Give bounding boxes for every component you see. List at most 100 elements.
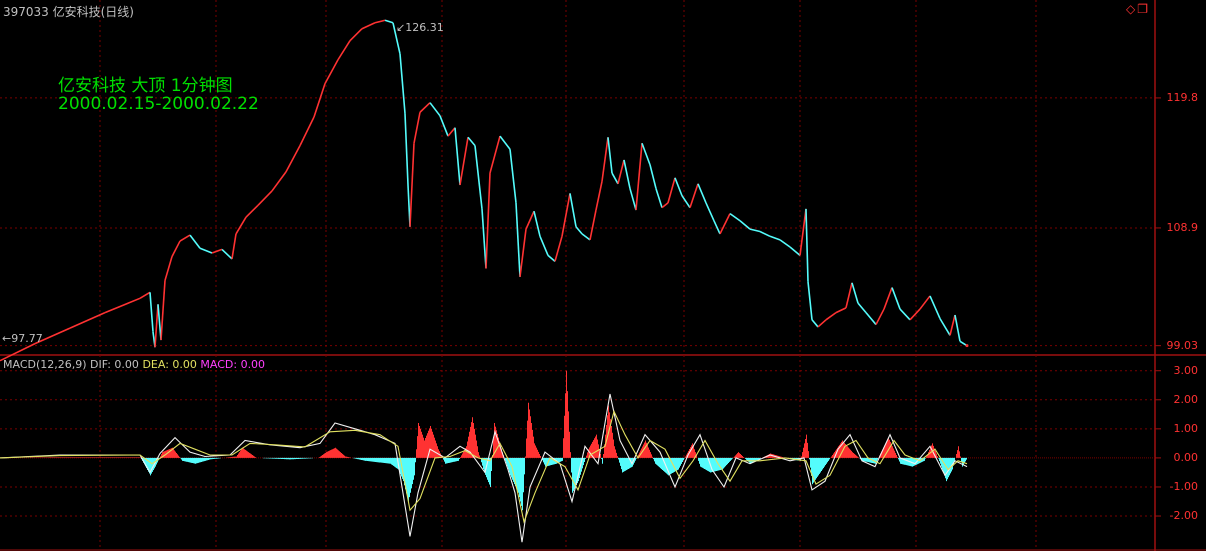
price-segment	[891, 287, 901, 310]
macd-axis-tick-label: 2.00	[1173, 392, 1199, 406]
price-segment	[759, 230, 771, 238]
low-value: 97.77	[11, 332, 43, 345]
macd-axis-tick-label: -2.00	[1169, 509, 1198, 523]
price-segment	[515, 202, 521, 277]
price-segment	[575, 226, 583, 235]
price-axis-tick-label: 108.9	[1166, 220, 1199, 234]
low-marker: ←97.77	[2, 332, 43, 345]
price-segment	[661, 202, 669, 209]
price-segment	[257, 190, 273, 206]
price-segment	[211, 248, 223, 254]
macd-legend: MACD(12,26,9) DIF: 0.00 DEA: 0.00 MACD: …	[3, 358, 265, 371]
price-segment	[617, 159, 625, 185]
price-segment	[779, 239, 791, 248]
price-segment	[235, 216, 247, 235]
price-segment	[361, 22, 376, 30]
price-segment	[909, 308, 921, 321]
price-segment	[875, 308, 885, 325]
restore-icon[interactable]: ❐	[1137, 2, 1150, 16]
price-segment	[179, 234, 191, 242]
price-segment	[883, 287, 893, 310]
price-segment	[447, 127, 456, 137]
arrow-icon: ↙	[396, 21, 406, 34]
price-segment	[392, 22, 401, 54]
price-segment	[649, 164, 657, 189]
price-segment	[509, 149, 517, 203]
diamond-icon[interactable]: ◇	[1126, 2, 1138, 16]
price-segment	[954, 314, 961, 342]
price-segment	[635, 143, 643, 211]
price-segment	[611, 172, 619, 185]
macd-axis-tick-label: 1.00	[1173, 421, 1199, 435]
price-segment	[69, 311, 106, 329]
price-segment	[607, 137, 613, 174]
price-last-point	[965, 344, 969, 348]
price-segment	[413, 112, 421, 144]
price-segment	[139, 291, 151, 300]
price-segment	[485, 173, 491, 269]
price-segment	[825, 311, 837, 321]
price-segment	[949, 314, 956, 336]
macd-name: MACD(12,26,9)	[3, 358, 87, 371]
price-segment	[799, 208, 807, 256]
price-segment	[34, 327, 71, 345]
price-segment	[713, 220, 721, 235]
price-segment	[519, 229, 527, 277]
price-segment	[467, 136, 476, 147]
macd-axis-tick-label: -1.00	[1169, 479, 1198, 493]
price-axis-tick-label: 119.8	[1166, 90, 1199, 104]
price-segment	[899, 308, 911, 321]
price-segment	[835, 307, 847, 314]
price-segment	[561, 193, 571, 237]
price-segment	[489, 135, 501, 174]
price-segment	[160, 280, 166, 341]
price-segment	[865, 312, 877, 326]
price-segment	[299, 116, 315, 146]
price-segment	[845, 282, 853, 309]
price-axis-tick-label: 99.03	[1166, 338, 1199, 352]
price-segment	[439, 115, 449, 137]
price-segment	[313, 83, 326, 118]
price-segment	[459, 137, 469, 186]
price-segment	[539, 235, 549, 256]
price-segment	[851, 282, 859, 304]
price-segment	[171, 240, 181, 257]
price-segment	[547, 254, 556, 262]
price-segment	[641, 142, 651, 166]
price-series	[0, 19, 969, 362]
price-segment	[919, 295, 931, 310]
price-segment	[157, 304, 162, 341]
price-segment	[481, 208, 487, 269]
price-segment	[154, 304, 159, 348]
price-segment	[581, 233, 591, 241]
dea-label: DEA: 0.00	[142, 358, 197, 371]
price-segment	[384, 19, 394, 24]
price-segment	[705, 202, 715, 222]
price-segment	[399, 53, 406, 114]
price-segment	[0, 342, 36, 362]
window-controls[interactable]: ◇❐	[1126, 2, 1150, 16]
price-segment	[929, 295, 941, 319]
price-segment	[749, 228, 761, 233]
price-segment	[454, 127, 461, 186]
macd-axis-tick-label: 3.00	[1173, 363, 1199, 377]
price-segment	[429, 102, 441, 117]
price-segment	[789, 246, 801, 256]
price-segment	[674, 177, 683, 197]
price-segment	[245, 204, 259, 218]
high-value: 126.31	[405, 21, 444, 34]
price-segment	[285, 145, 301, 173]
price-segment	[667, 177, 676, 204]
price-segment	[681, 195, 691, 209]
price-segment	[655, 188, 663, 208]
price-segment	[569, 193, 577, 227]
price-segment	[499, 135, 511, 150]
macd-axis-tick-label: 0.00	[1173, 450, 1199, 464]
price-segment	[419, 102, 431, 113]
price-segment	[589, 209, 597, 241]
price-segment	[805, 208, 809, 282]
price-segment	[554, 236, 563, 262]
price-segment	[739, 220, 751, 230]
price-segment	[271, 171, 287, 192]
